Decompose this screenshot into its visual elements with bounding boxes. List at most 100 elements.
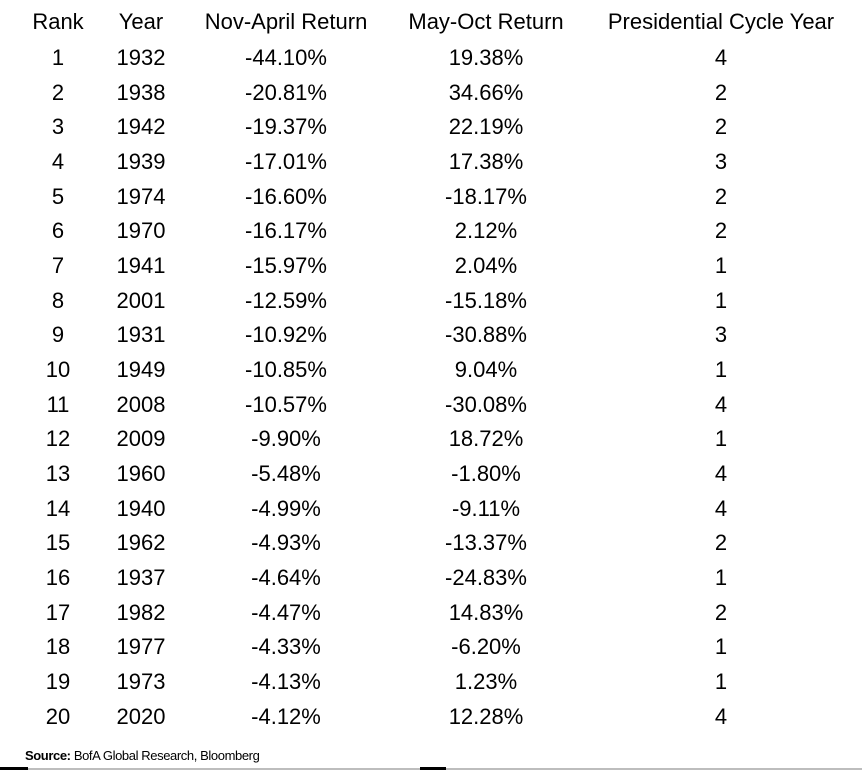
table-cell: -10.57% [245, 391, 327, 417]
table-cell: -13.37% [445, 530, 527, 556]
table-cell: 1974 [116, 183, 166, 209]
table-cell: -18.17% [445, 183, 527, 209]
table-cell: 12.28% [448, 703, 524, 729]
table-cell: -12.59% [245, 287, 327, 313]
table-cell: 19.38% [448, 45, 524, 70]
table-cell: -10.85% [245, 356, 327, 382]
table-cell: -9.90% [251, 426, 321, 452]
column-header: Nov-April Return [204, 9, 368, 34]
table-cell: -6.20% [451, 634, 521, 660]
column-header: Rank [32, 9, 84, 34]
table-cell: 2 [714, 183, 728, 209]
table-cell: 9.04% [454, 356, 518, 382]
table-cell: 1932 [116, 45, 166, 70]
table-cell: -4.47% [251, 599, 321, 625]
table-cell: 1 [714, 287, 728, 313]
table-cell: -16.17% [245, 218, 327, 244]
table-cell: -9.11% [451, 495, 521, 521]
table-cell: 10 [45, 356, 71, 382]
table-cell: 1949 [116, 356, 166, 382]
table-cell: 4 [714, 460, 728, 486]
table-cell: 4 [51, 148, 65, 174]
column-header: Year [118, 9, 164, 34]
table-cell: 1960 [116, 460, 166, 486]
table-cell: -5.48% [251, 460, 321, 486]
table-cell: 17 [45, 599, 71, 625]
rule-accent [0, 767, 28, 770]
table-cell: 17.38% [448, 148, 524, 174]
table-cell: 6 [51, 218, 65, 244]
table-cell: -4.13% [251, 668, 321, 694]
table-cell: -15.97% [245, 252, 327, 278]
rule-accent [420, 767, 446, 770]
table-cell: 1 [714, 252, 728, 278]
table-cell: 1982 [116, 599, 166, 625]
table-cell: 1.23% [454, 668, 518, 694]
table-cell: 1931 [116, 322, 166, 348]
source-text: BofA Global Research, Bloomberg [73, 748, 260, 763]
table-cell: 14 [45, 495, 71, 521]
table-cell: 3 [51, 114, 65, 140]
table-cell: 1940 [116, 495, 166, 521]
table-cell: 16 [45, 564, 71, 590]
table-cell: 4 [714, 703, 728, 729]
table-cell: 4 [714, 391, 728, 417]
table-cell: 3 [714, 148, 728, 174]
table-cell: 11 [46, 391, 70, 417]
table-cell: 1938 [116, 79, 166, 105]
table-cell: -4.64% [251, 564, 321, 590]
table-cell: 4 [714, 45, 728, 70]
table-cell: 1 [714, 564, 728, 590]
table-cell: 1977 [116, 634, 166, 660]
table-cell: 7 [51, 252, 65, 278]
table-cell: -4.12% [251, 703, 321, 729]
table-cell: 13 [45, 460, 71, 486]
table-cell: -4.99% [251, 495, 321, 521]
table-cell: -24.83% [445, 564, 527, 590]
table-cell: 15 [45, 530, 71, 556]
table-cell: 14.83% [448, 599, 524, 625]
table-cell: 1942 [116, 114, 166, 140]
table-cell: 1 [51, 45, 65, 70]
table-cell: 1973 [116, 668, 166, 694]
table-cell: 3 [714, 322, 728, 348]
table-cell: 2 [51, 79, 65, 105]
table-cell: 2020 [116, 703, 166, 729]
table-cell: 1941 [116, 252, 166, 278]
table-cell: 12 [45, 426, 71, 452]
table-cell: 22.19% [448, 114, 524, 140]
table-cell: 1962 [116, 530, 166, 556]
table-cell: 1 [714, 356, 728, 382]
table-cell: -10.92% [245, 322, 327, 348]
table-cell: -44.10% [245, 45, 327, 70]
table-cell: 2008 [116, 391, 166, 417]
table-cell: 2 [714, 114, 728, 140]
table-cell: 2 [714, 530, 728, 556]
table-cell: -30.88% [445, 322, 527, 348]
table-cell: -4.93% [251, 530, 321, 556]
column-header: Presidential Cycle Year [607, 9, 835, 34]
table-cell: -4.33% [251, 634, 321, 660]
table-cell: -30.08% [445, 391, 527, 417]
table-cell: 4 [714, 495, 728, 521]
table-cell: -16.60% [245, 183, 327, 209]
table-cell: -17.01% [245, 148, 327, 174]
table-cell: 1 [714, 668, 728, 694]
table-cell: 2.04% [454, 252, 518, 278]
table-cell: 1 [714, 634, 728, 660]
table-cell: 2009 [116, 426, 166, 452]
table-cell: 8 [51, 287, 65, 313]
table-cell: 18 [45, 634, 71, 660]
column-header: May-Oct Return [408, 9, 564, 34]
table-cell: -1.80% [451, 460, 521, 486]
table-cell: 19 [45, 668, 71, 694]
table-cell: 5 [51, 183, 65, 209]
table-cell: 1939 [116, 148, 166, 174]
source-label: Source: [25, 748, 71, 763]
table-cell: 2001 [116, 287, 166, 313]
table-cell: 1970 [116, 218, 166, 244]
source-note: Source: BofA Global Research, Bloomberg [25, 748, 260, 763]
table-cell: 2 [714, 218, 728, 244]
table-cell: -20.81% [245, 79, 327, 105]
